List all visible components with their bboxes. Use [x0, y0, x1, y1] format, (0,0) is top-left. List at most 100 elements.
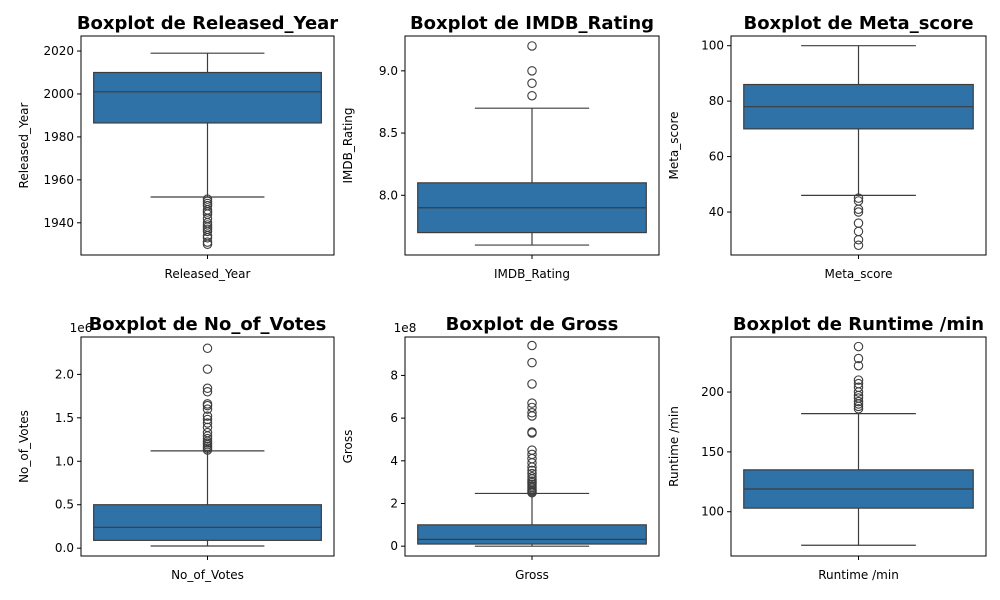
subplot-title: Boxplot de No_of_Votes: [89, 314, 327, 335]
y-axis-label: IMDB_Rating: [341, 107, 355, 183]
y-tick-label: 150: [701, 445, 724, 459]
y-tick-label: 200: [701, 385, 724, 399]
x-axis-label: No_of_Votes: [171, 568, 244, 582]
axes-frame: [730, 35, 987, 256]
outlier-point: [202, 386, 213, 397]
outlier-point: [527, 472, 537, 482]
outlier-point: [853, 382, 864, 393]
subplot-6: Boxplot de Runtime /min 100 150 200 Runtime …: [667, 314, 987, 582]
axes-frame: [80, 35, 335, 256]
outlier-point: [853, 378, 864, 389]
subplot-title: Boxplot de Released_Year: [77, 13, 338, 34]
axes-frame: [730, 336, 987, 557]
outlier-point: [853, 375, 864, 385]
outlier-point: [202, 233, 213, 243]
y-tick-label: 0: [390, 539, 398, 553]
y-tick-label: 6: [390, 411, 398, 425]
y-axis-label: Released_Year: [17, 102, 31, 188]
outlier-point: [527, 41, 537, 51]
outlier-point: [202, 422, 213, 433]
y-axis-label: Runtime /min: [667, 406, 681, 487]
subplot-title: Boxplot de Meta_score: [743, 13, 973, 34]
y-tick-label: 9.0: [379, 64, 398, 78]
y-tick-label: 2.0: [55, 367, 74, 381]
outlier-point: [853, 341, 864, 352]
axes-frame: [404, 336, 660, 557]
outlier-point: [853, 193, 864, 203]
y-tick-label: 2020: [43, 44, 74, 58]
y-tick-label: 0.0: [55, 541, 74, 555]
outlier-point: [853, 396, 864, 407]
outlier-point: [202, 226, 213, 237]
y-axis-label: No_of_Votes: [17, 410, 31, 483]
outlier-point: [853, 226, 864, 237]
iqr-box: [417, 524, 647, 545]
outlier-point: [202, 343, 213, 354]
subplot-title: Boxplot de Runtime /min: [733, 314, 984, 335]
outlier-point: [202, 239, 213, 250]
y-tick-label: 100: [701, 505, 724, 519]
axes-frame: [404, 35, 660, 256]
subplot-title: Boxplot de IMDB_Rating: [410, 13, 654, 34]
outlier-point: [527, 427, 537, 437]
outlier-point: [853, 404, 864, 414]
x-axis-label: Runtime /min: [818, 568, 899, 582]
outlier-point: [527, 402, 537, 413]
axis-offset-label: 1e6: [70, 321, 93, 335]
y-tick-label: 0.5: [55, 498, 74, 512]
outlier-point: [527, 66, 537, 76]
y-tick-label: 8.5: [379, 126, 398, 140]
y-tick-label: 60: [709, 150, 724, 164]
outlier-point: [202, 411, 213, 421]
y-tick-label: 1960: [43, 173, 74, 187]
y-tick-label: 2000: [43, 87, 74, 101]
y-tick-label: 8: [390, 368, 398, 382]
x-axis-label: Gross: [515, 568, 549, 582]
y-tick-label: 80: [709, 94, 724, 108]
outlier-point: [202, 433, 213, 444]
outlier-point: [527, 465, 537, 476]
outlier-point: [853, 360, 864, 371]
iqr-box: [93, 71, 322, 124]
subplot-5: Boxplot de Gross 0 2 4 6 8 Gross Gross 1e8: [341, 314, 660, 582]
outlier-point: [202, 399, 213, 409]
y-tick-label: 1940: [43, 216, 74, 230]
subplot-title: Boxplot de Gross: [446, 314, 619, 335]
outlier-point: [202, 404, 213, 414]
outlier-point: [527, 379, 537, 389]
y-tick-label: 100: [701, 39, 724, 53]
y-axis-label: Gross: [341, 430, 355, 464]
outlier-point: [202, 414, 213, 425]
outlier-point: [202, 364, 213, 374]
outlier-point: [202, 427, 213, 438]
outlier-point: [853, 353, 864, 364]
iqr-box: [93, 504, 322, 541]
outlier-point: [527, 398, 537, 408]
y-tick-label: 4: [390, 454, 398, 468]
outlier-point: [853, 207, 864, 217]
y-tick-label: 40: [709, 205, 724, 219]
outlier-point: [202, 418, 213, 428]
outlier-point: [853, 218, 864, 228]
outlier-point: [853, 240, 864, 251]
subplot-2: Boxplot de IMDB_Rating 8.0 8.5 9.0 IMDB_Rati…: [341, 13, 660, 281]
outlier-point: [202, 383, 213, 394]
subplot-1: Boxplot de Released_Year 1940 1960 1980 2000…: [17, 13, 338, 281]
y-tick-label: 1.5: [55, 411, 74, 425]
subplot-4: Boxplot de No_of_Votes 0.0 0.5 1.0 1.5 2.0 No_…: [17, 314, 335, 582]
x-axis-label: Meta_score: [824, 267, 892, 281]
x-axis-label: Released_Year: [165, 267, 251, 281]
outlier-point: [853, 393, 864, 403]
outlier-point: [527, 445, 537, 455]
y-tick-label: 1980: [43, 130, 74, 144]
axis-offset-label: 1e8: [394, 321, 417, 335]
outlier-point: [527, 449, 537, 460]
outlier-point: [853, 235, 864, 245]
subplot-3: Boxplot de Meta_score 40 60 80 100 Meta_score…: [667, 13, 987, 281]
outlier-point: [853, 204, 864, 215]
axes-frame: [80, 336, 335, 557]
outlier-point: [527, 468, 537, 479]
outlier-point: [527, 90, 537, 101]
outlier-point: [527, 340, 537, 351]
